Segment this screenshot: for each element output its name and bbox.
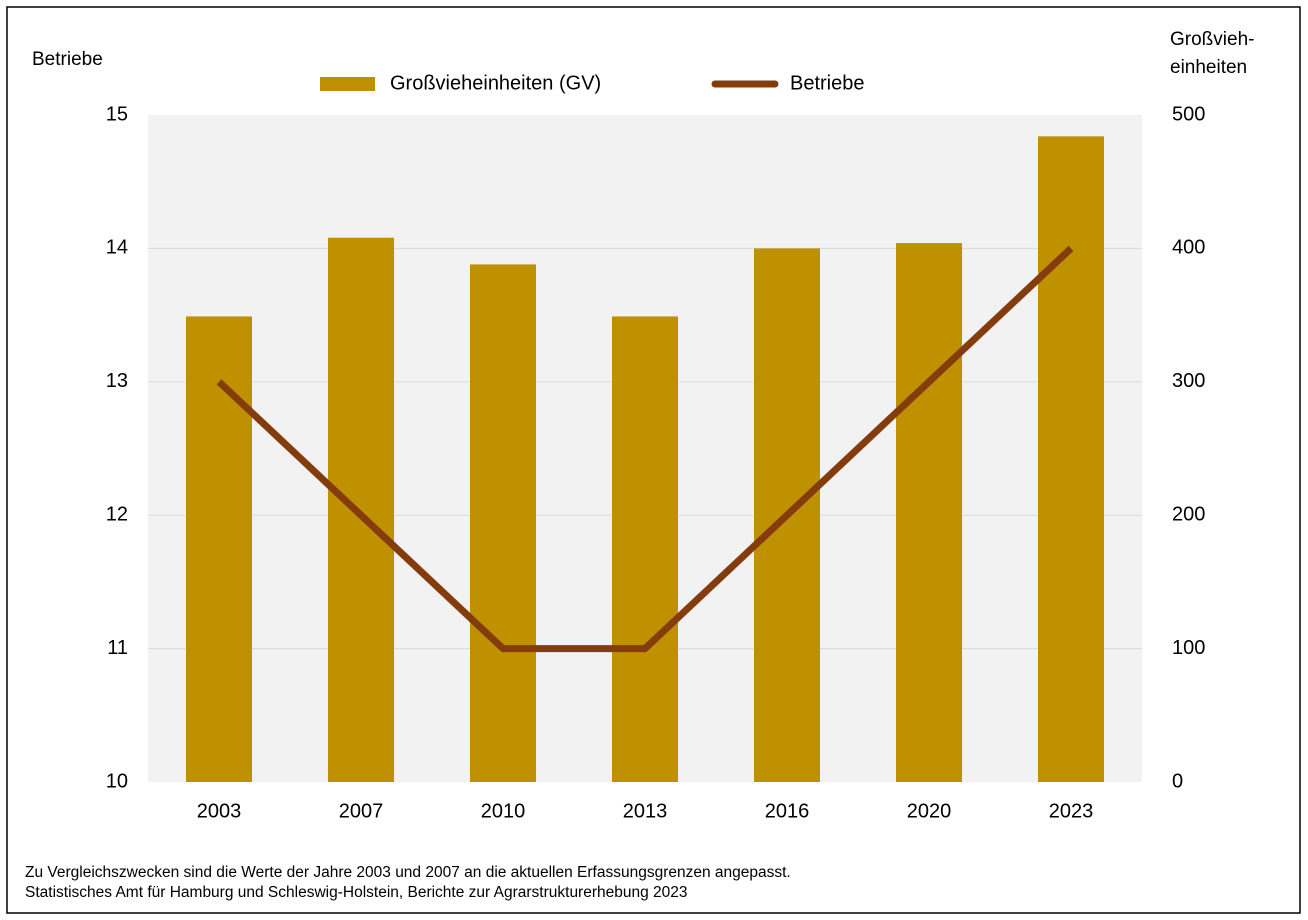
- y2-tick-label: 0: [1172, 770, 1183, 792]
- footnote: Statistisches Amt für Hamburg und Schles…: [25, 884, 688, 901]
- bar: [470, 264, 536, 783]
- bar: [612, 316, 678, 782]
- y-tick-label: 12: [106, 503, 128, 525]
- bar: [896, 243, 962, 783]
- bar: [186, 316, 252, 782]
- x-tick-label: 2003: [197, 800, 242, 822]
- x-tick-label: 2023: [1049, 800, 1094, 822]
- legend-swatch: [320, 77, 375, 91]
- y2-axis-title: Großvieh-: [1170, 29, 1254, 50]
- y2-tick-label: 200: [1172, 503, 1205, 525]
- x-tick-label: 2010: [481, 800, 526, 822]
- y-tick-label: 11: [107, 637, 128, 659]
- x-tick-label: 2016: [765, 800, 810, 822]
- y-tick-label: 10: [106, 770, 128, 792]
- y-tick-label: 13: [106, 370, 128, 392]
- y2-tick-label: 400: [1172, 237, 1205, 259]
- bar: [1038, 136, 1104, 782]
- y2-axis-title: einheiten: [1170, 57, 1247, 78]
- legend-label: Betriebe: [790, 72, 865, 94]
- y2-tick-label: 300: [1172, 370, 1205, 392]
- legend-label: Großvieheinheiten (GV): [390, 72, 601, 94]
- x-tick-label: 2013: [623, 800, 668, 822]
- y-tick-label: 15: [106, 103, 128, 125]
- y-axis-title: Betriebe: [32, 49, 103, 70]
- y2-tick-label: 500: [1172, 103, 1205, 125]
- line: [216, 245, 1074, 653]
- y-tick-label: 14: [106, 237, 128, 259]
- x-tick-label: 2020: [907, 800, 952, 822]
- x-tick-label: 2007: [339, 800, 384, 822]
- footnote: Zu Vergleichszwecken sind die Werte der …: [25, 864, 791, 881]
- bar: [328, 237, 394, 782]
- y2-tick-label: 100: [1172, 637, 1205, 659]
